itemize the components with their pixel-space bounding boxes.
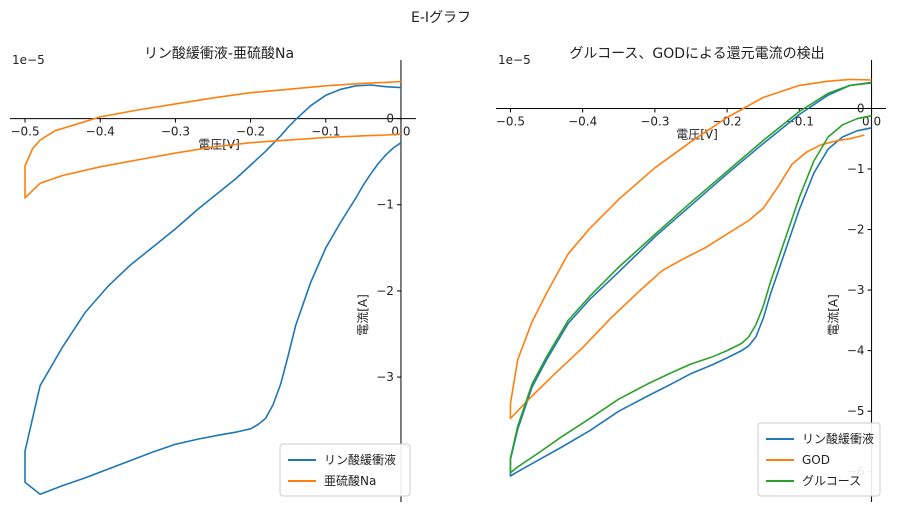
x-tick-label: −0.2 (236, 125, 265, 139)
x-tick-label: −0.2 (713, 114, 742, 128)
legend-entry: リン酸緩衝液 (802, 431, 874, 446)
legend-frame (279, 443, 411, 497)
x-axis-label: 電圧[V] (676, 127, 718, 141)
series-line-1 (24, 84, 402, 496)
series-line-3 (509, 82, 872, 474)
chart-1: リン酸緩衝液-亜硫酸Na 1e−5 −0.5 −0.4 −0.3 −0.2 −0.1 0.00… (10, 46, 416, 502)
y-tick-label: −1 (376, 198, 394, 212)
y-offset-text: 1e−5 (498, 53, 531, 67)
y-tick-label: −4 (847, 344, 865, 358)
figure-suptitle: E-Iグラフ (411, 10, 471, 26)
x-tick-label: −0.1 (311, 125, 340, 139)
y-tick-label: 0 (386, 112, 394, 126)
legend-entry: リン酸緩衝液 (324, 452, 396, 467)
x-tick-label: −0.4 (86, 125, 115, 139)
y-axis-label: 電流[A] (356, 294, 370, 336)
chart-2: グルコース、GODによる還元電流の検出 1e−5 −0.5 −0.4 −0.3 −0.2 −… (496, 46, 886, 502)
y-offset-text: 1e−5 (12, 53, 45, 67)
y-tick-label: −2 (847, 223, 865, 237)
legend: リン酸緩衝液 GOD グルコース (757, 422, 881, 497)
y-axis-label: 電流[A] (827, 294, 841, 336)
x-tick-label: −0.3 (640, 114, 669, 128)
y-tick-label: 0 (857, 101, 865, 115)
y-tick-label: −3 (847, 283, 865, 297)
y-tick-label: −2 (376, 284, 394, 298)
y-tick-label: −3 (376, 370, 394, 384)
legend-frame (757, 422, 881, 497)
x-tick-label: −0.5 (496, 114, 525, 128)
chart-title: グルコース、GODによる還元電流の検出 (569, 46, 824, 62)
y-tick-label: −1 (847, 162, 865, 176)
x-tick-label: 0.0 (391, 125, 410, 139)
x-tick-label: 0.0 (862, 114, 881, 128)
series-line-2 (24, 80, 402, 199)
legend-entry: GOD (802, 453, 830, 467)
x-tick-label: −0.4 (568, 114, 597, 128)
x-tick-label: −0.1 (785, 114, 814, 128)
legend-entry: 亜硫酸Na (324, 473, 376, 488)
y-tick-label: −5 (847, 404, 865, 418)
legend-entry: グルコース (802, 474, 861, 488)
series-line-2 (509, 78, 872, 420)
series-line-1 (509, 81, 872, 477)
chart-title: リン酸緩衝液-亜硫酸Na (144, 46, 294, 62)
x-tick-label: −0.3 (161, 125, 190, 139)
x-tick-label: −0.5 (10, 125, 39, 139)
